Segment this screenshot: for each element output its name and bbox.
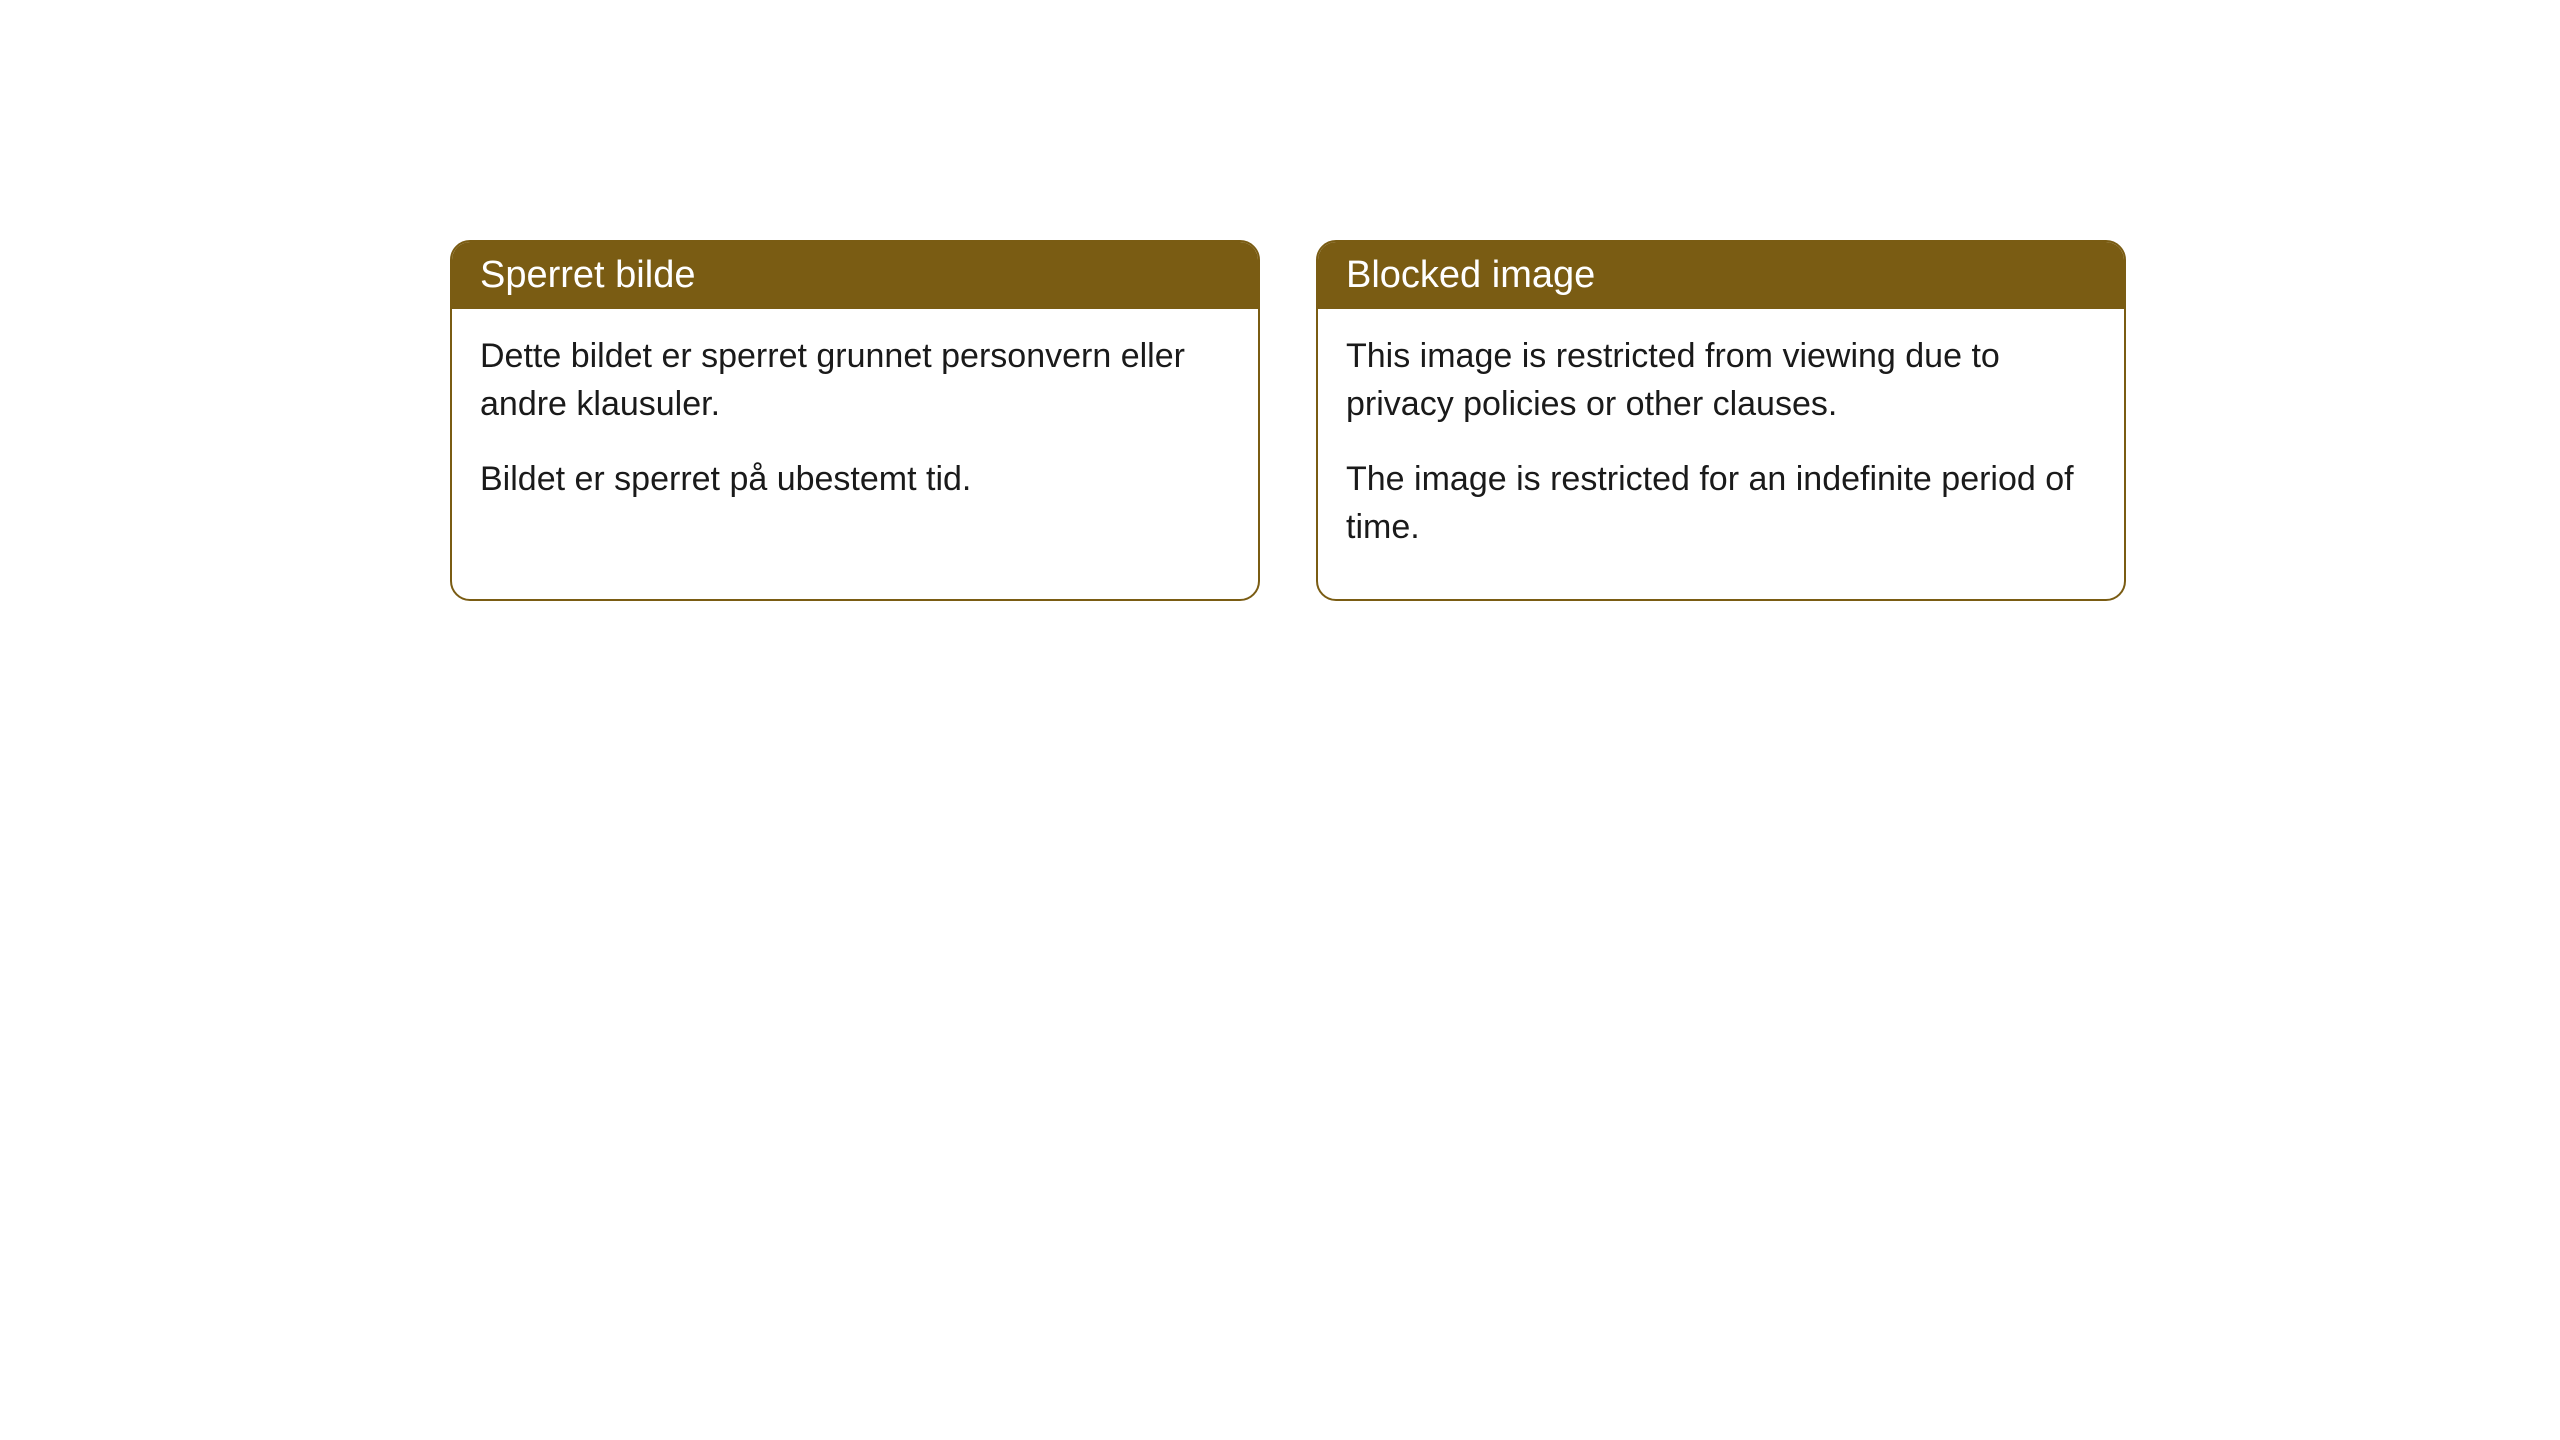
card-paragraph-1-english: This image is restricted from viewing du… <box>1346 333 2096 428</box>
card-header-norwegian: Sperret bilde <box>452 242 1258 309</box>
card-body-english: This image is restricted from viewing du… <box>1318 309 2124 599</box>
notice-card-english: Blocked image This image is restricted f… <box>1316 240 2126 601</box>
card-paragraph-2-english: The image is restricted for an indefinit… <box>1346 456 2096 551</box>
card-body-norwegian: Dette bildet er sperret grunnet personve… <box>452 309 1258 552</box>
notice-card-norwegian: Sperret bilde Dette bildet er sperret gr… <box>450 240 1260 601</box>
card-title-english: Blocked image <box>1346 254 1595 296</box>
card-header-english: Blocked image <box>1318 242 2124 309</box>
card-paragraph-1-norwegian: Dette bildet er sperret grunnet personve… <box>480 333 1230 428</box>
notice-cards-container: Sperret bilde Dette bildet er sperret gr… <box>450 240 2126 601</box>
card-paragraph-2-norwegian: Bildet er sperret på ubestemt tid. <box>480 456 1230 504</box>
card-title-norwegian: Sperret bilde <box>480 254 695 296</box>
